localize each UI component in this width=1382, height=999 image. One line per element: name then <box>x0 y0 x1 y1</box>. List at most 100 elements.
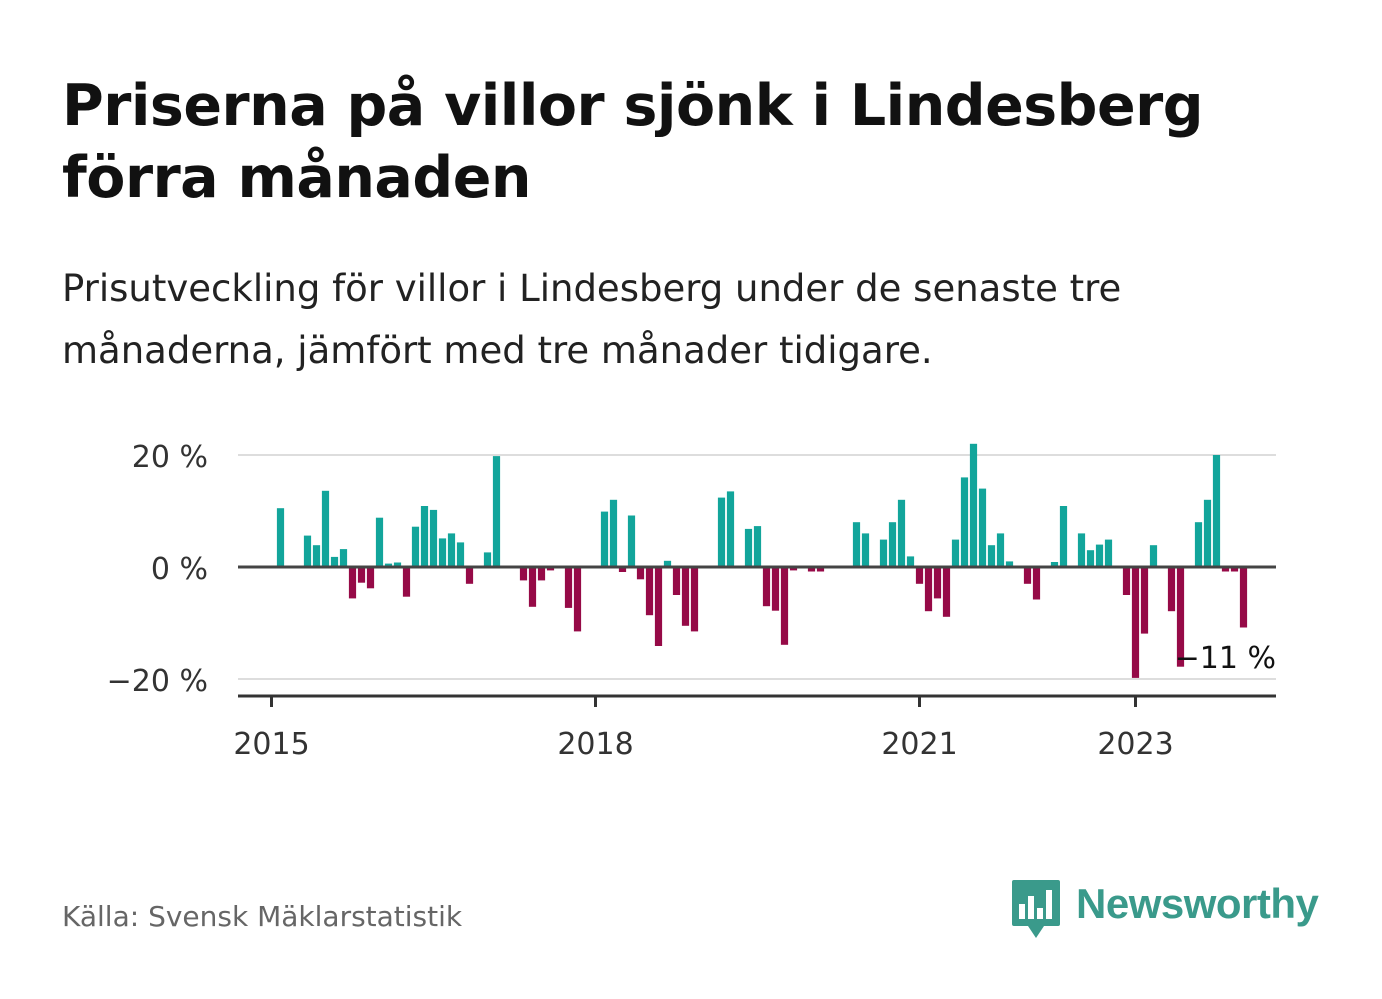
bar <box>1023 567 1032 584</box>
bar <box>672 567 681 595</box>
bar <box>438 538 447 567</box>
bar <box>969 443 978 567</box>
chart-title: Priserna på villor sjönk i Lindesberg fö… <box>62 73 1204 211</box>
tick-labels: 20 % 0 % −20 % 2015 2018 2021 2023 −11 % <box>107 440 1276 762</box>
bar <box>663 560 672 567</box>
bar <box>906 556 915 567</box>
bar-series <box>276 443 1248 678</box>
bar <box>942 567 951 617</box>
bar <box>375 517 384 567</box>
bar <box>312 545 321 567</box>
bar <box>348 567 357 599</box>
bar <box>744 528 753 567</box>
bar <box>1104 539 1113 567</box>
bar-chart: 20 % 0 % −20 % 2015 2018 2021 2023 −11 % <box>107 440 1276 762</box>
bar <box>636 567 645 580</box>
bar <box>726 491 735 567</box>
x-tick-label: 2021 <box>881 727 957 762</box>
bar <box>411 526 420 567</box>
axes <box>238 565 1276 707</box>
bar <box>924 567 933 612</box>
y-tick-label: 20 % <box>132 440 208 475</box>
bar <box>303 535 312 567</box>
bar <box>816 567 825 572</box>
bar <box>573 567 582 632</box>
x-tick-label: 2023 <box>1097 727 1173 762</box>
bar <box>1050 562 1059 567</box>
bar <box>996 533 1005 567</box>
bar <box>528 567 537 607</box>
bar <box>1239 567 1248 628</box>
bar <box>951 539 960 567</box>
bar <box>807 567 816 572</box>
bar <box>645 567 654 616</box>
bar <box>330 556 339 567</box>
bar <box>429 509 438 567</box>
bar <box>1122 567 1131 595</box>
bar <box>888 522 897 567</box>
bar <box>1059 506 1068 567</box>
bar <box>1194 522 1203 567</box>
brand-name: Newsworthy <box>1076 880 1319 927</box>
last-value-annotation: −11 % <box>1175 641 1276 676</box>
y-tick-label: −20 % <box>107 664 208 699</box>
bar <box>681 567 690 626</box>
bar <box>1131 567 1140 678</box>
bar <box>447 533 456 567</box>
grid-lines <box>238 454 1276 680</box>
bar-chart-speech-bubble-icon <box>1012 880 1060 938</box>
bar <box>1086 550 1095 567</box>
bar <box>852 522 861 567</box>
bar <box>654 567 663 646</box>
newsworthy-logo[interactable]: Newsworthy <box>1010 878 1319 940</box>
bar <box>456 542 465 567</box>
bar <box>537 567 546 581</box>
chart-subtitle: Prisutveckling för villor i Lindesberg u… <box>62 267 1122 372</box>
bar <box>339 549 348 567</box>
bar <box>1005 561 1014 567</box>
bar <box>402 567 411 597</box>
bar <box>546 567 555 571</box>
bar <box>879 539 888 567</box>
bar <box>1167 567 1176 612</box>
bar <box>1095 544 1104 567</box>
bar <box>933 567 942 599</box>
bar <box>1149 545 1158 567</box>
bar <box>762 567 771 607</box>
bar <box>987 545 996 567</box>
bar <box>420 506 429 567</box>
bar <box>519 567 528 581</box>
bar <box>1221 567 1230 572</box>
bar <box>915 567 924 584</box>
bar <box>960 477 969 567</box>
bar <box>609 499 618 567</box>
bar <box>1176 567 1185 667</box>
bar <box>897 499 906 567</box>
bar <box>276 508 285 567</box>
bar <box>357 567 366 583</box>
bar <box>1077 533 1086 567</box>
bar <box>690 567 699 632</box>
bar <box>1140 567 1149 634</box>
bar <box>492 456 501 567</box>
bar <box>600 511 609 567</box>
bar <box>1212 455 1221 567</box>
bar <box>1230 567 1239 572</box>
bar <box>627 515 636 567</box>
bar <box>1203 499 1212 567</box>
bar <box>465 567 474 584</box>
bar <box>717 497 726 567</box>
bar <box>618 567 627 572</box>
bar <box>771 567 780 611</box>
bar <box>978 488 987 567</box>
bar <box>753 526 762 567</box>
bar <box>564 567 573 608</box>
bar <box>780 567 789 645</box>
bar <box>321 490 330 567</box>
source-note: Källa: Svensk Mäklarstatistik <box>62 900 463 933</box>
bar <box>789 567 798 571</box>
x-tick-label: 2018 <box>557 727 633 762</box>
bar <box>861 533 870 567</box>
bar <box>483 552 492 567</box>
y-tick-label: 0 % <box>151 552 208 587</box>
